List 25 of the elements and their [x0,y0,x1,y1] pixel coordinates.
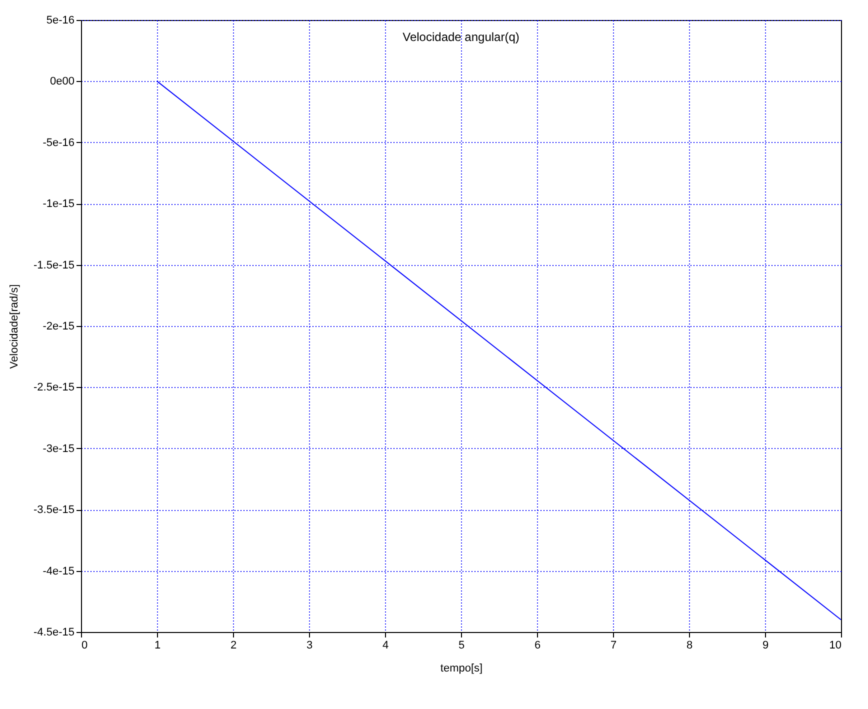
y-tick-label: 5e-16 [46,14,74,26]
y-tick-label: -4e-15 [42,565,74,578]
x-axis-title: tempo[s] [440,662,483,674]
text: Velocidade angular(q) [402,30,520,44]
x-tick-label: 1 [154,640,161,652]
x-tick-label: 4 [382,640,389,652]
y-tick-label: -3e-15 [42,442,74,455]
x-tick-label: 3 [306,640,313,652]
x-tick-label: 10 [829,640,842,652]
x-tick-label: 8 [686,640,693,652]
y-tick-label: -3.5e-15 [34,504,74,516]
y-tick-label: -4.5e-15 [34,626,74,638]
y-tick-label: -1.5e-15 [34,259,74,272]
y-tick-label: 0e00 [50,76,74,88]
x-tick-label: 2 [230,640,237,652]
x-tick-label: 9 [762,640,769,652]
x-tick-label: 5 [458,640,465,652]
x-tick-label: 6 [534,640,541,652]
y-tick-label: -2.5e-15 [34,382,74,394]
x-tick-label: 7 [610,640,617,652]
y-tick-label: -5e-16 [42,136,74,149]
x-tick-label: 0 [82,640,88,652]
y-tick-label: -2e-15 [42,320,74,332]
y-axis-title: Velocidade[rad/s] [8,284,21,369]
y-tick-label: -1e-15 [42,198,74,210]
